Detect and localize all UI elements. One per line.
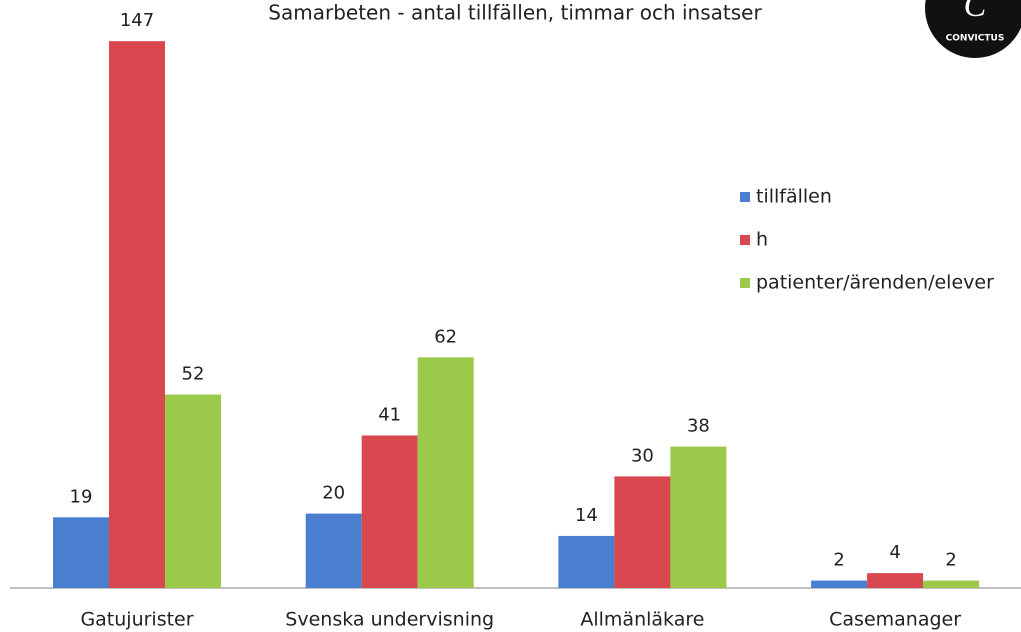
- x-tick-label: Gatujurister: [80, 609, 193, 631]
- logo-circle: [925, 0, 1021, 58]
- value-label: 19: [70, 486, 93, 507]
- value-label: 2: [833, 550, 844, 571]
- x-tick-label: Casemanager: [829, 609, 961, 631]
- legend-swatch: [740, 192, 750, 202]
- value-label: 62: [434, 326, 457, 347]
- value-label: 38: [687, 416, 710, 437]
- bar: [109, 41, 165, 589]
- chart-title: Samarbeten - antal tillfällen, timmar oc…: [268, 1, 762, 25]
- value-label: 2: [945, 550, 956, 571]
- bar: [867, 573, 924, 588]
- value-label: 20: [322, 483, 345, 504]
- value-label: 52: [182, 364, 205, 385]
- bar: [165, 394, 221, 588]
- legend-swatch: [740, 235, 750, 245]
- bar: [305, 513, 362, 588]
- logo-glyph: C: [964, 0, 987, 24]
- bar: [361, 435, 418, 588]
- bar: [614, 476, 671, 588]
- bar: [558, 535, 615, 588]
- value-label: 147: [120, 10, 154, 31]
- bar: [670, 446, 727, 588]
- legend-label: tillfällen: [756, 186, 832, 208]
- bar: [811, 580, 868, 588]
- logo: C CONVICTUS: [925, 0, 1021, 58]
- logo-text: CONVICTUS: [946, 34, 1005, 44]
- legend-label: h: [756, 229, 768, 251]
- value-label: 4: [889, 542, 900, 563]
- legend-label: patienter/ärenden/elever: [756, 272, 994, 294]
- x-tick-label: Allmänläkare: [580, 609, 704, 631]
- x-tick-label: Svenska undervisning: [285, 609, 494, 631]
- legend-swatch: [740, 278, 750, 288]
- value-label: 41: [378, 404, 401, 425]
- bar: [417, 357, 474, 588]
- value-label: 14: [575, 505, 598, 526]
- bar: [923, 580, 980, 588]
- value-label: 30: [631, 445, 654, 466]
- bar: [53, 517, 109, 588]
